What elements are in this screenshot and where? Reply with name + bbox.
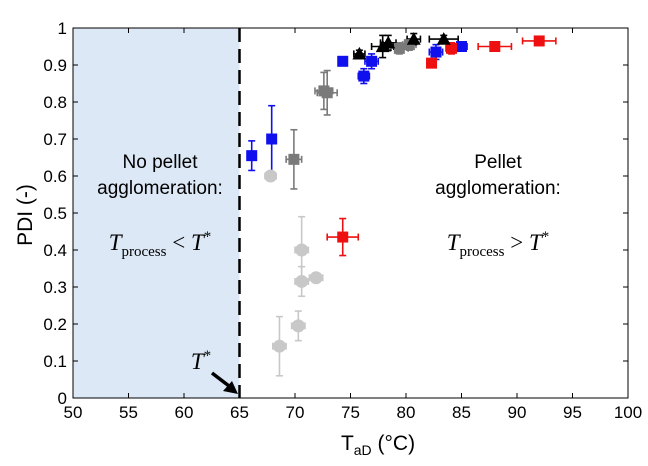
- x-tick-label: 50: [64, 403, 83, 422]
- y-tick-label: 1: [58, 19, 67, 38]
- light-gray-circles-point: [291, 319, 305, 333]
- light-gray-circles-point: [295, 243, 309, 257]
- y-tick-label: 0.8: [43, 93, 67, 112]
- black-triangles-point: [352, 46, 367, 60]
- red-squares-point: [446, 42, 458, 54]
- tstar-arrow: [210, 371, 238, 394]
- light-gray-circles-point: [264, 169, 278, 183]
- annotation-no-pellet-line2: agglomeration:: [97, 178, 223, 199]
- x-tick-label: 95: [563, 403, 582, 422]
- blue-squares-point: [430, 46, 442, 58]
- x-tick-label: 100: [614, 403, 642, 422]
- y-tick-label: 0.1: [43, 352, 67, 371]
- annotation-no-pellet-line1: No pellet: [123, 152, 199, 173]
- blue-squares-point: [337, 55, 349, 67]
- data-markers: [246, 32, 545, 353]
- annotation-left-formula: Tprocess < T*: [109, 229, 212, 260]
- dark-gray-squares-point: [321, 87, 333, 99]
- x-tick-label: 80: [397, 403, 416, 422]
- plot-frame: [72, 27, 629, 399]
- y-tick-label: 0.7: [43, 130, 67, 149]
- dark-gray-squares-point: [393, 42, 405, 54]
- black-triangles-point: [406, 32, 421, 45]
- x-tick-label: 90: [508, 403, 527, 422]
- blue-squares-point: [366, 55, 378, 67]
- y-axis-label: PDI (-): [14, 184, 37, 246]
- shaded-region: [73, 28, 240, 398]
- x-axis-label: TaD (°C): [341, 432, 415, 458]
- tstar-label: T*: [191, 348, 211, 374]
- x-tick-label: 60: [175, 403, 194, 422]
- y-tick-labels: 0 0.1 0.2 0.3 0.4 0.5 0.6 0.7 0.8 0.9 1: [43, 19, 67, 408]
- red-squares-point: [426, 57, 438, 69]
- dark-gray-squares-point: [288, 153, 300, 165]
- y-tick-label: 0.4: [43, 241, 67, 260]
- light-gray-circles-point: [272, 339, 286, 353]
- blue-squares-point: [456, 41, 467, 52]
- annotation-right-formula: Tprocess > T*: [447, 229, 550, 260]
- red-squares-point: [489, 41, 501, 52]
- x-tick-label: 75: [341, 403, 360, 422]
- x-tick-label: 55: [119, 403, 138, 422]
- y-tick-label: 0.9: [43, 56, 67, 75]
- red-squares-point: [337, 231, 349, 243]
- x-tick-labels: 50 55 60 65 70 75 80 85 90 95 100: [64, 403, 643, 422]
- y-tick-label: 0: [58, 389, 67, 408]
- red-squares-point: [533, 35, 545, 47]
- light-gray-circles-point: [309, 271, 323, 285]
- light-gray-circles-point: [295, 274, 309, 288]
- black-triangles-point: [436, 32, 451, 45]
- y-tick-label: 0.6: [43, 167, 67, 186]
- y-tick-label: 0.3: [43, 278, 67, 297]
- blue-squares-point: [266, 133, 278, 145]
- x-tick-label: 70: [286, 403, 305, 422]
- y-tick-label: 0.2: [43, 315, 67, 334]
- black-triangles-point: [381, 35, 396, 49]
- blue-squares-point: [246, 150, 258, 162]
- x-tick-label: 65: [230, 403, 249, 422]
- annotation-pellet-line2: agglomeration:: [435, 178, 561, 199]
- y-tick-label: 0.5: [43, 204, 67, 223]
- annotation-pellet-line1: Pellet: [474, 152, 522, 173]
- x-tick-label: 85: [452, 403, 471, 422]
- blue-squares-point: [358, 70, 370, 82]
